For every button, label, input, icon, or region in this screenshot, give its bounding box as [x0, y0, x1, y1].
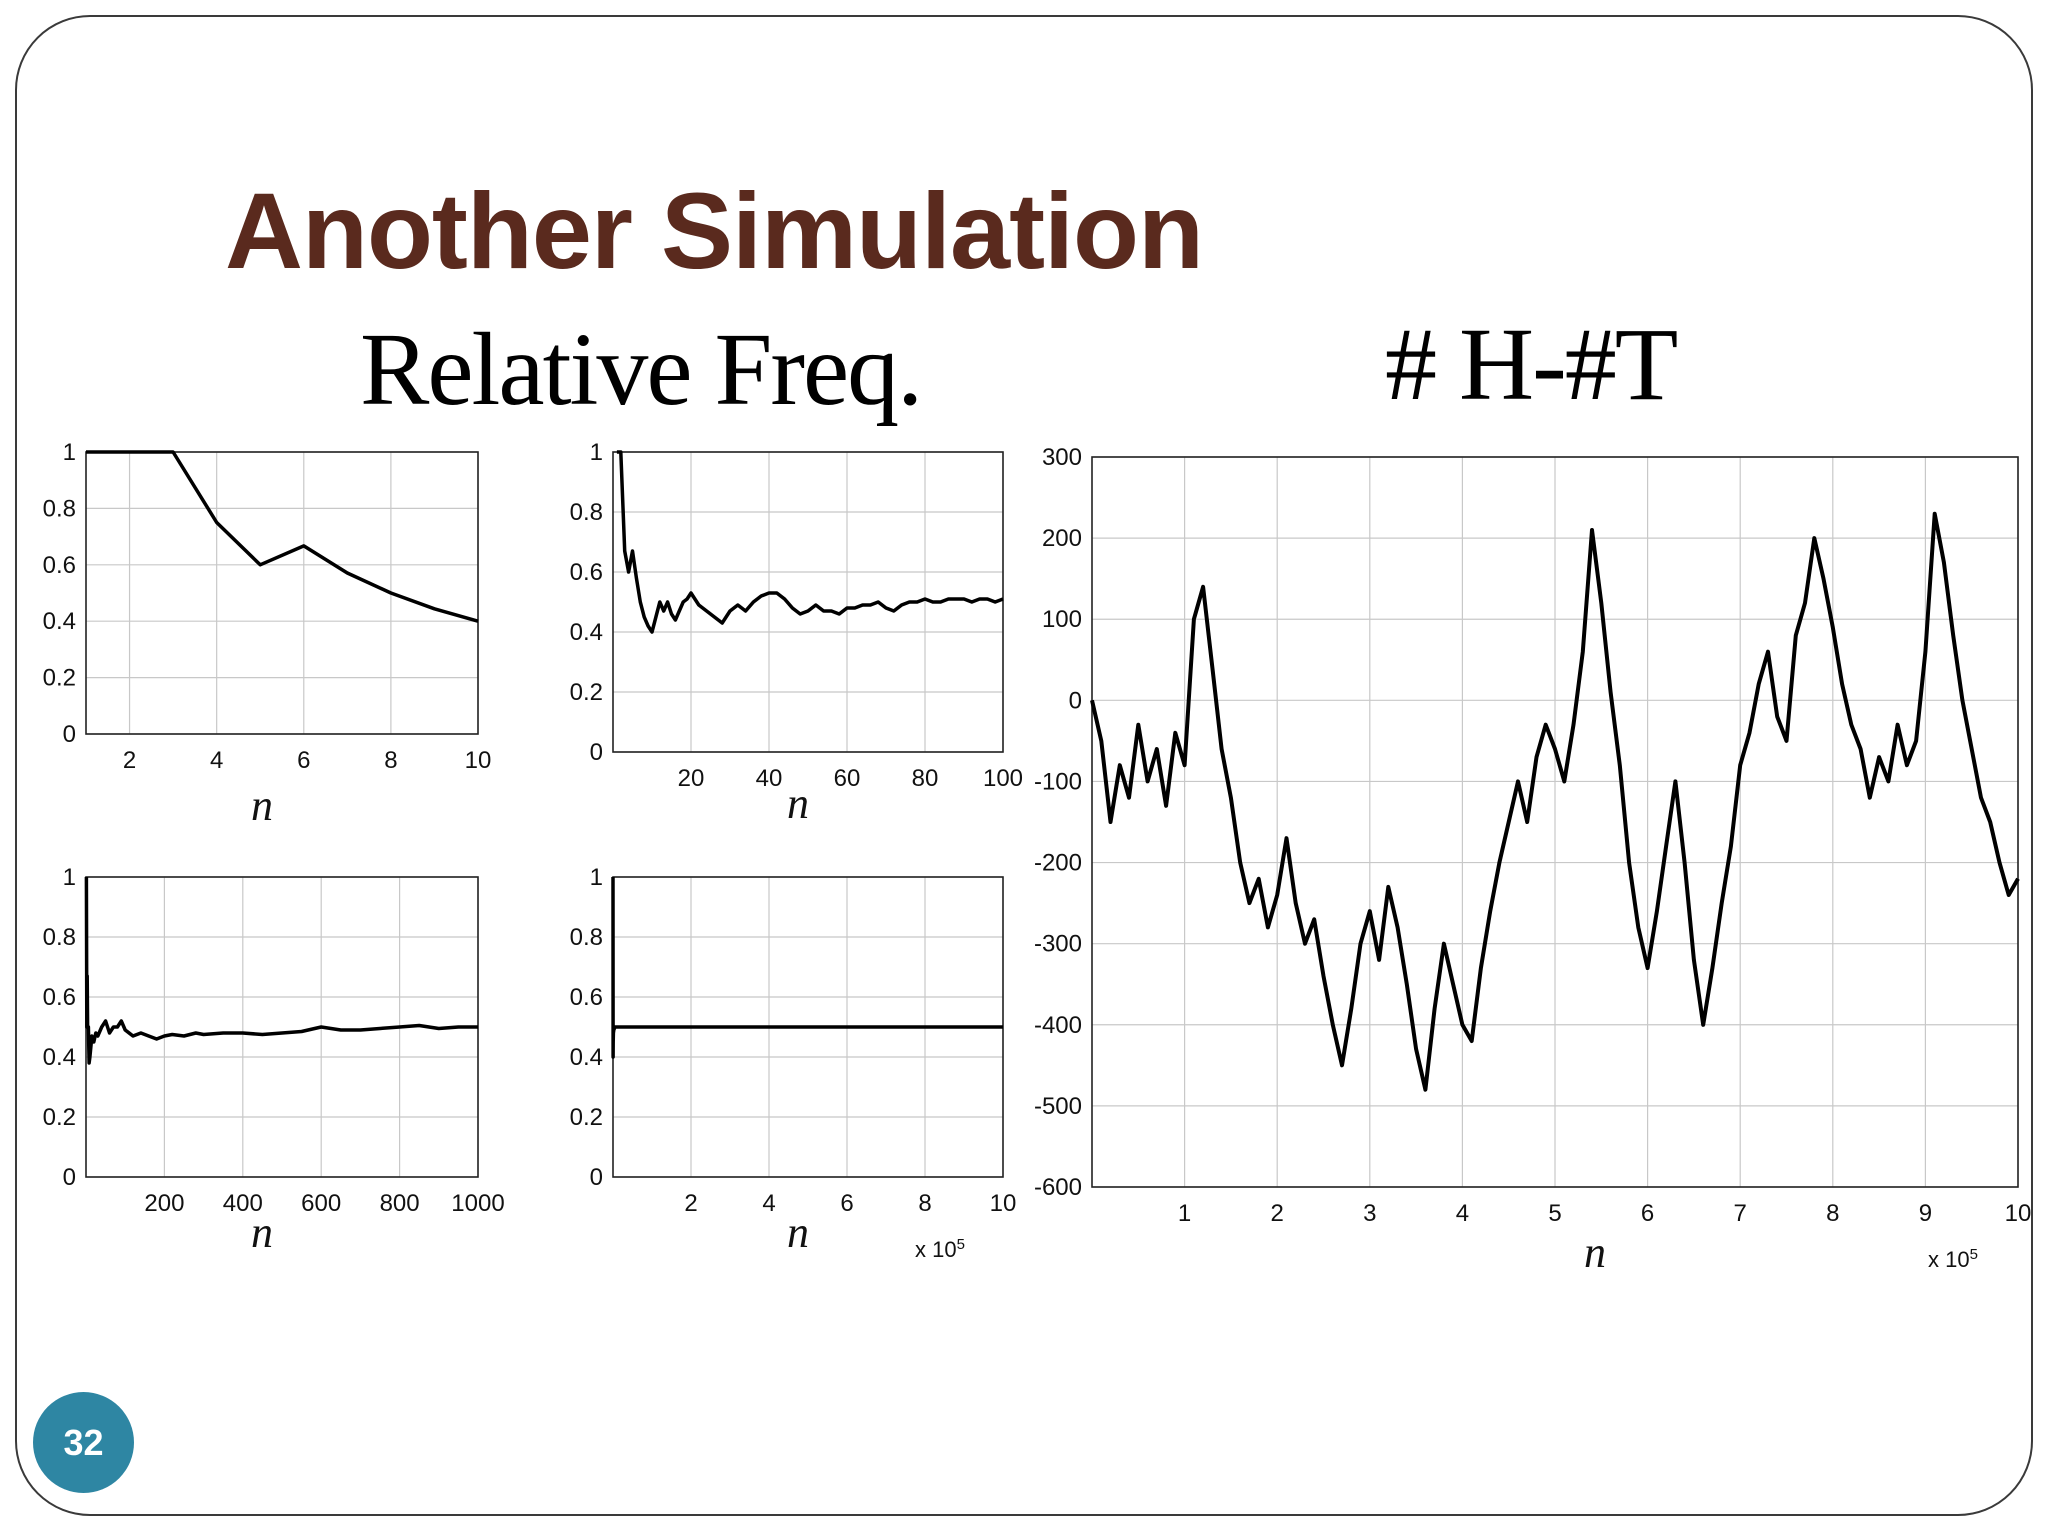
chart-1-y-tick-label: 0.8: [43, 495, 76, 522]
chart-4-series-line: [611, 876, 1003, 1059]
slide-frame: [15, 15, 2033, 1516]
chart-5-axes-box: [1091, 456, 2019, 1188]
chart-2-x-tick-label: 100: [983, 765, 1023, 792]
chart-2-series-line: [616, 450, 1004, 634]
chart-3-series-line: [84, 876, 478, 1065]
chart-3-x-tick-label: 1000: [451, 1190, 504, 1217]
chart-5-x-tick-label: 9: [1919, 1200, 1932, 1227]
chart-2-y-tick-label: 0: [590, 739, 603, 766]
chart-1-x-tick-label: 2: [123, 747, 136, 774]
chart-3-x-axis-label: n: [251, 1208, 273, 1257]
chart-3-x-tick-label: 600: [301, 1190, 341, 1217]
slide-title: Another Simulation: [225, 170, 1204, 291]
relative-freq-heading: Relative Freq.: [360, 312, 923, 427]
chart-4-x-tick-label: 4: [762, 1190, 775, 1217]
chart-4-x-axis-label: n: [787, 1208, 809, 1257]
chart-1-y-tick-label: 0.2: [43, 665, 76, 692]
chart-5-x-tick-label: 4: [1456, 1200, 1469, 1227]
chart-5-series-line: [1090, 511, 2020, 1092]
chart-5-y-tick-label: 0: [1069, 687, 1082, 714]
chart-2-y-tick-label: 0.6: [570, 559, 603, 586]
chart-4-y-tick-label: 0: [590, 1164, 603, 1191]
chart-4-x-tick-label: 8: [918, 1190, 931, 1217]
chart-4-y-tick-label: 0.8: [570, 924, 603, 951]
chart-1-y-tick-label: 0.6: [43, 552, 76, 579]
chart-3-y-tick-label: 0.4: [43, 1044, 76, 1071]
chart-5-x-tick-label: 2: [1271, 1200, 1284, 1227]
chart-4-y-tick-label: 1: [590, 864, 603, 891]
chart-2-x-tick-label: 20: [678, 765, 705, 792]
chart-2-x-tick-label: 40: [756, 765, 783, 792]
chart-4-x-tick-label: 6: [840, 1190, 853, 1217]
chart-4-y-tick-label: 0.4: [570, 1044, 603, 1071]
chart-5-y-tick-label: -200: [1034, 850, 1082, 877]
chart-2-x-axis-label: n: [787, 779, 809, 828]
chart-5-x-tick-label: 8: [1826, 1200, 1839, 1227]
chart-2-y-tick-label: 0.4: [570, 619, 603, 646]
chart-4-x-tick-label: 2: [684, 1190, 697, 1217]
chart-1-x-tick-label: 4: [210, 747, 223, 774]
chart-5-x-axis-label: n: [1584, 1228, 1606, 1277]
chart-5-x-tick-label: 7: [1734, 1200, 1747, 1227]
chart-4-y-tick-label: 0.6: [570, 984, 603, 1011]
heads-minus-tails-heading: # H-#T: [1385, 307, 1678, 422]
chart-4-x-multiplier: x 105: [915, 1236, 965, 1263]
chart-5-y-tick-label: -100: [1034, 768, 1082, 795]
chart-5-x-tick-label: 3: [1363, 1200, 1376, 1227]
chart-3-y-tick-label: 0.6: [43, 984, 76, 1011]
chart-4-x-tick-label: 10: [990, 1190, 1017, 1217]
chart-1-y-tick-label: 1: [63, 439, 76, 466]
chart-1-series-line: [86, 450, 479, 623]
chart-2-y-tick-label: 1: [590, 439, 603, 466]
chart-3-y-tick-label: 1: [63, 864, 76, 891]
chart-1-x-tick-label: 10: [465, 747, 492, 774]
chart-5-y-tick-label: -500: [1034, 1093, 1082, 1120]
chart-2-y-tick-label: 0.2: [570, 679, 603, 706]
chart-5-y-tick-label: -300: [1034, 931, 1082, 958]
chart-5-x-tick-label: 1: [1178, 1200, 1191, 1227]
chart-3-x-tick-label: 400: [223, 1190, 263, 1217]
chart-3-x-tick-label: 800: [380, 1190, 420, 1217]
chart-5-y-tick-label: 200: [1042, 525, 1082, 552]
chart-1-y-tick-label: 0.4: [43, 608, 76, 635]
slide-number-badge: 32: [33, 1392, 134, 1493]
chart-2-axes-box: [612, 451, 1004, 753]
chart-3-y-tick-label: 0: [63, 1164, 76, 1191]
chart-1-x-axis-label: n: [251, 781, 273, 830]
chart-5-x-tick-label: 10: [2005, 1200, 2032, 1227]
chart-2-x-tick-label: 80: [912, 765, 939, 792]
chart-3-x-tick-label: 200: [144, 1190, 184, 1217]
chart-1-x-tick-label: 6: [297, 747, 310, 774]
chart-3-y-tick-label: 0.8: [43, 924, 76, 951]
chart-5-y-tick-label: -400: [1034, 1012, 1082, 1039]
chart-5-y-tick-label: 300: [1042, 444, 1082, 471]
chart-3-y-tick-label: 0.2: [43, 1104, 76, 1131]
chart-2-x-tick-label: 60: [834, 765, 861, 792]
chart-5-x-tick-label: 6: [1641, 1200, 1654, 1227]
chart-5-x-multiplier: x 105: [1928, 1246, 1978, 1273]
chart-2-y-tick-label: 0.8: [570, 499, 603, 526]
chart-4-y-tick-label: 0.2: [570, 1104, 603, 1131]
chart-5-y-tick-label: -600: [1034, 1174, 1082, 1201]
chart-1-axes-box: [85, 451, 479, 735]
chart-5-y-tick-label: 100: [1042, 606, 1082, 633]
chart-1-y-tick-label: 0: [63, 721, 76, 748]
chart-1-x-tick-label: 8: [384, 747, 397, 774]
chart-5-x-tick-label: 5: [1548, 1200, 1561, 1227]
